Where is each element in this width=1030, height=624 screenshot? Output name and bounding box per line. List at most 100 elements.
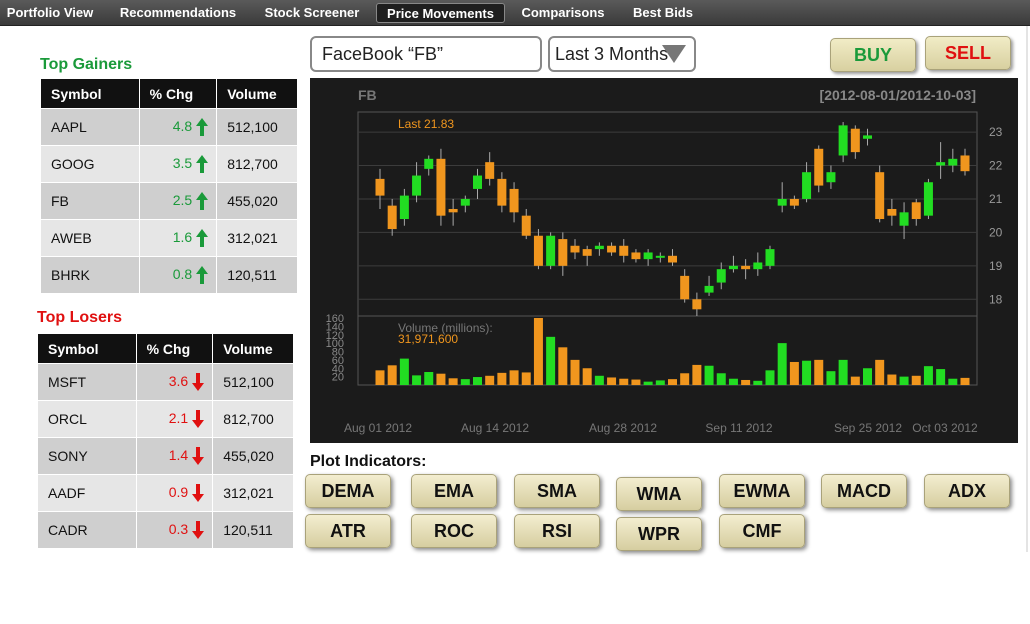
volume-bar [461,379,470,385]
tab-stock-screener[interactable]: Stock Screener [260,3,364,23]
candle-body [753,262,762,269]
x-tick-label: Aug 01 2012 [344,421,412,435]
table-row[interactable]: AAPL4.8512,100 [41,109,298,146]
volume-bar [668,379,677,385]
dropdown-arrow-icon[interactable] [662,45,686,63]
candle-body [571,246,580,253]
tab-comparisons[interactable]: Comparisons [518,3,608,23]
volume-bar [485,376,494,385]
indicator-ema-button[interactable]: EMA [411,474,497,508]
table-row[interactable]: FB2.5455,020 [41,183,298,220]
row-symbol: MSFT [38,364,137,401]
volume-bar [644,382,653,385]
indicator-wpr-button[interactable]: WPR [616,517,702,551]
volume-bar [412,375,421,385]
price-chart[interactable]: FB [2012-08-01/2012-10-03] Last 21.83 Vo… [310,78,1018,443]
candle-body [851,129,860,152]
tab-best-bids[interactable]: Best Bids [628,3,698,23]
indicator-dema-button[interactable]: DEMA [305,474,391,508]
candle-body [461,199,470,206]
candlestick-chart-svg: FB [2012-08-01/2012-10-03] Last 21.83 Vo… [310,78,1018,443]
pct-chg-value: 4.8 [173,118,192,134]
candle-body [790,199,799,206]
volume-bar [692,365,701,385]
indicator-cmf-button[interactable]: CMF [719,514,805,548]
x-tick-label: Sep 11 2012 [705,421,772,435]
top-gainers-title: Top Gainers [40,56,132,74]
candle-body [729,266,738,269]
sell-button[interactable]: SELL [925,36,1011,70]
table-row[interactable]: SONY1.4455,020 [38,438,294,475]
symbol-search-input[interactable] [310,36,542,72]
indicator-macd-button[interactable]: MACD [821,474,907,508]
volume-bar [631,380,640,385]
volume-bar [778,343,787,385]
pct-chg-value: 3.6 [169,373,188,389]
table-row[interactable]: CADR0.3120,511 [38,512,294,549]
table-row[interactable]: ORCL2.1812,700 [38,401,294,438]
candle-body [412,176,421,196]
indicator-roc-button[interactable]: ROC [411,514,497,548]
buy-button[interactable]: BUY [830,38,916,72]
row-pct-chg: 3.5 [139,146,217,183]
chart-date-range-label: [2012-08-01/2012-10-03] [820,87,976,103]
candle-body [802,172,811,199]
volume-bar [546,337,555,385]
indicator-ewma-button[interactable]: EWMA [719,474,805,508]
chart-symbol-label: FB [358,87,377,103]
candle-body [863,135,872,138]
tab-price-movements[interactable]: Price Movements [376,3,505,23]
row-pct-chg: 1.6 [139,220,217,257]
volume-bar [863,368,872,385]
candle-body [948,159,957,166]
pct-chg-value: 1.4 [169,447,188,463]
row-volume: 455,020 [213,438,294,475]
row-pct-chg: 3.6 [136,364,213,401]
candle-body [924,182,933,215]
volume-bar [607,377,616,385]
tab-portfolio-view[interactable]: Portfolio View [4,3,96,23]
table-row[interactable]: GOOG3.5812,700 [41,146,298,183]
volume-bar [924,366,933,385]
col-symbol: Symbol [38,334,137,364]
pct-chg-value: 0.3 [169,521,188,537]
col-volume: Volume [217,79,298,109]
date-range-select[interactable]: Last 3 Months [548,36,696,72]
candle-body [424,159,433,169]
candle-body [522,216,531,236]
candle-body [692,299,701,309]
indicator-adx-button[interactable]: ADX [924,474,1010,508]
table-row[interactable]: AADF0.9312,021 [38,475,294,512]
volume-bar [741,380,750,385]
top-losers-table: Symbol % Chg Volume MSFT3.6512,100ORCL2.… [37,333,294,549]
price-tick-label: 19 [989,259,1003,273]
price-tick-label: 21 [989,192,1003,206]
candle-body [595,246,604,249]
volume-bar [814,360,823,385]
candle-body [510,189,519,212]
indicator-sma-button[interactable]: SMA [514,474,600,508]
indicator-atr-button[interactable]: ATR [305,514,391,548]
candle-body [766,249,775,266]
table-row[interactable]: AWEB1.6312,021 [41,220,298,257]
table-row[interactable]: MSFT3.6512,100 [38,364,294,401]
row-symbol: BHRK [41,257,140,294]
candle-body [449,209,458,212]
row-volume: 312,021 [213,475,294,512]
volume-bar [619,379,628,385]
arrow-up-icon [196,229,208,247]
last-price-label: Last 21.83 [398,117,454,131]
indicator-wma-button[interactable]: WMA [616,477,702,511]
indicator-rsi-button[interactable]: RSI [514,514,600,548]
x-tick-label: Oct 03 2012 [912,421,978,435]
row-pct-chg: 2.1 [136,401,213,438]
x-tick-label: Aug 14 2012 [461,421,529,435]
arrow-up-icon [196,118,208,136]
arrow-down-icon [192,373,204,391]
volume-bar [583,368,592,385]
volume-bar [510,370,519,385]
tab-recommendations[interactable]: Recommendations [116,3,240,23]
candle-body [900,212,909,225]
table-row[interactable]: BHRK0.8120,511 [41,257,298,294]
volume-bar [936,369,945,385]
